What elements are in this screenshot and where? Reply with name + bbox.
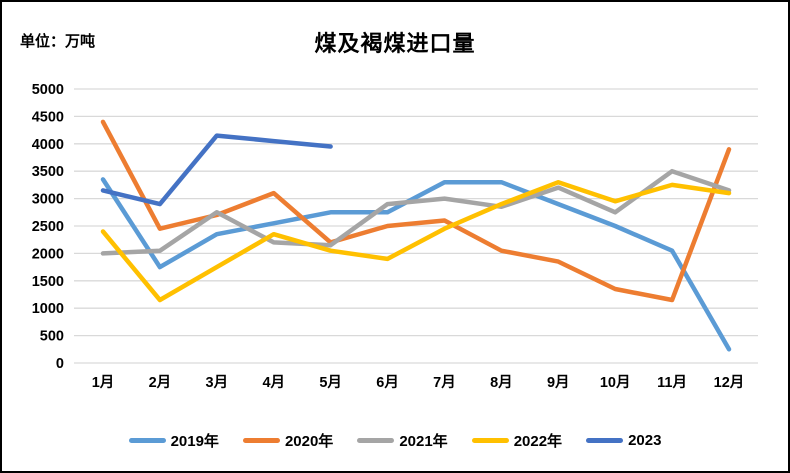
y-axis-tick-label: 4500 [32,109,64,125]
legend-line-swatch [586,438,624,443]
x-axis-tick-label: 8月 [490,374,513,391]
x-axis-tick-label: 6月 [376,374,399,391]
y-axis-tick-label: 1500 [32,274,64,290]
legend-label: 2020年 [284,433,334,450]
legend-item-2022年: 2022年 [471,430,563,451]
unit-label: 单位：万吨 [20,33,96,50]
x-axis-tick-label: 12月 [714,374,745,391]
x-axis-tick-label: 1月 [92,374,115,391]
x-axis-tick-label: 2月 [149,374,172,391]
legend-line-swatch [242,438,280,443]
x-axis-tick-label: 7月 [433,374,456,391]
y-axis-tick-label: 0 [56,356,64,372]
y-axis-tick-label: 500 [40,329,64,345]
legend-item-2019年: 2019年 [128,430,219,451]
x-axis-tick-label: 5月 [319,374,342,391]
series-line-2019年 [100,177,732,352]
series-line-2021年 [100,168,732,256]
y-axis-tick-label: 2000 [32,246,64,262]
legend-label: 2022年 [513,433,563,450]
legend-item-2021年: 2021年 [357,430,448,451]
y-axis-tick-label: 3000 [32,192,64,208]
legend-label: 2021年 [399,433,448,450]
y-axis-tick-label: 4000 [32,137,64,153]
legend-label: 2023 [628,432,662,449]
legend-label: 2019年 [170,433,219,450]
legend-line-swatch [128,438,166,443]
chart-legend: 2019年 2020年 2021年 2022年 2023 [2,430,788,451]
x-axis-tick-label: 3月 [206,374,229,391]
x-axis-tick-label: 9月 [547,374,570,391]
y-axis-tick-label: 1000 [32,301,64,317]
x-axis-tick-label: 4月 [262,374,285,391]
x-axis-tick-label: 11月 [657,374,687,391]
series-line-2020年 [100,119,732,303]
y-axis-tick-label: 3500 [32,164,64,180]
x-axis-tick-label: 10月 [600,374,631,391]
series-line-2022年 [100,179,732,303]
y-axis-tick-label: 2500 [32,219,64,235]
y-axis-tick-label: 5000 [32,82,64,98]
legend-line-swatch [471,438,509,443]
chart-title: 煤及褐煤进口量 [314,31,476,56]
legend-item-2023: 2023 [586,432,661,449]
series-line-2023 [100,133,333,207]
legend-item-2020年: 2020年 [242,430,334,451]
legend-line-swatch [357,438,395,443]
